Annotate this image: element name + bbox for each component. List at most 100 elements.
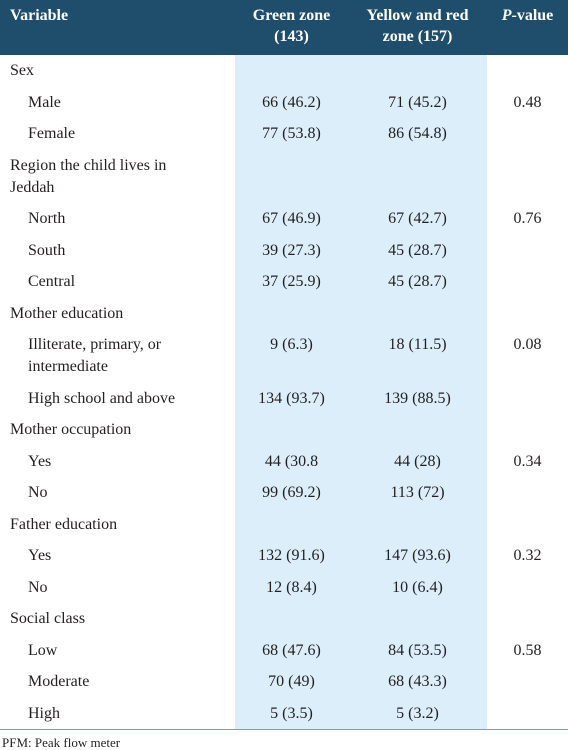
cell	[487, 603, 568, 635]
yellow-cell: 71 (45.2)	[348, 86, 487, 118]
row-label-text: High school and above	[28, 389, 176, 407]
row-label-text: Illiterate, primary, or intermediate	[28, 336, 162, 375]
row-label-text: Yes	[28, 452, 52, 470]
p-cell: 0.48	[513, 93, 542, 111]
group-label-text: Mother education	[10, 304, 124, 322]
yellow-cell: 5 (3.2)	[348, 697, 487, 729]
green-cell: 132 (91.6)	[235, 540, 348, 572]
cell	[235, 414, 348, 446]
green-cell: 67 (46.9)	[235, 203, 348, 235]
row-label: Moderate	[0, 666, 235, 698]
row-label-text: Female	[28, 125, 76, 142]
column-header: Green zone (143)	[235, 0, 348, 55]
data-row: Central 37 (25.9) 45 (28.7)	[0, 266, 568, 298]
row-label-text: Central	[28, 273, 76, 290]
group-row: Sex	[0, 55, 568, 87]
yellow-cell: 147 (93.6)	[348, 540, 487, 572]
group-row: Region the child lives in Jeddah	[0, 149, 568, 204]
row-label-text: Moderate	[28, 673, 90, 690]
p-cell: 0.58	[513, 641, 542, 659]
row-label: Illiterate, primary, or intermediate	[0, 329, 235, 383]
footnote: PFM: Peak flow meter	[0, 729, 568, 750]
yellow-cell: 113 (72)	[348, 477, 487, 509]
group-row: Mother occupation	[0, 414, 568, 446]
row-label: Female	[0, 118, 235, 150]
data-table: Variable Green zone (143) Yellow and red z…	[0, 0, 568, 729]
yellow-cell: 84 (53.5)	[348, 634, 487, 666]
yellow-cell: 18 (11.5)	[348, 329, 487, 383]
row-label: Low	[0, 635, 235, 667]
group-label-text: Sex	[10, 62, 34, 79]
group-row: Father education	[0, 508, 568, 541]
p-cell: 0.34	[513, 452, 542, 470]
data-row: Illiterate, primary, or intermediate 9 (6…	[0, 329, 568, 383]
yellow-cell: 45 (28.7)	[348, 234, 487, 266]
column-header: P-value	[487, 0, 568, 55]
p-cell	[487, 235, 568, 267]
yellow-cell: 45 (28.7)	[348, 266, 487, 298]
p-cell	[487, 477, 568, 509]
group-label-text: Region the child lives in Jeddah	[10, 156, 167, 196]
data-row: High school and above 134 (93.7) 139 (88.5…	[0, 382, 568, 415]
row-label: No	[0, 477, 235, 509]
data-row: South 39 (27.3) 45 (28.7)	[0, 234, 568, 267]
green-cell: 37 (25.9)	[235, 266, 348, 298]
cell	[348, 508, 487, 540]
column-header: Variable	[0, 0, 235, 55]
row-label: High	[0, 698, 235, 730]
p-cell	[487, 118, 568, 150]
group-row: Mother education	[0, 297, 568, 330]
column-header: Yellow and red zone (157)	[348, 0, 487, 55]
p-cell	[487, 383, 568, 415]
data-row: Female 77 (53.8) 86 (54.8)	[0, 118, 568, 150]
p-cell	[487, 698, 568, 730]
p-cell: 0.08	[513, 336, 542, 353]
green-cell: 44 (30.8	[235, 445, 348, 477]
row-label: Yes	[0, 446, 235, 478]
cell	[348, 55, 487, 87]
row-label-text: South	[28, 241, 66, 259]
yellow-cell: 139 (88.5)	[348, 382, 487, 414]
row-label-text: Yes	[28, 547, 52, 564]
cell	[235, 55, 348, 87]
yellow-cell: 44 (28)	[348, 445, 487, 477]
row-label-text: North	[28, 210, 66, 227]
cell	[487, 298, 568, 330]
p-cell	[487, 572, 568, 604]
table-body: Sex Male 66 (46.2) 71 (45.2) 0.48 Female 77 (5…	[0, 55, 568, 729]
yellow-cell: 86 (54.8)	[348, 118, 487, 150]
cell	[235, 297, 348, 329]
green-cell: 66 (46.2)	[235, 86, 348, 118]
row-label: Yes	[0, 540, 235, 572]
row-label-text: Male	[28, 93, 61, 111]
row-label: Male	[0, 87, 235, 119]
data-row: Yes 44 (30.8 44 (28) 0.34	[0, 445, 568, 478]
data-row: Moderate 70 (49) 68 (43.3)	[0, 666, 568, 698]
group-label: Mother education	[0, 298, 235, 330]
p-cell: 0.76	[513, 210, 542, 227]
row-label-text: High	[28, 704, 60, 722]
row-label: No	[0, 572, 235, 604]
cell	[487, 414, 568, 446]
yellow-cell: 67 (42.7)	[348, 203, 487, 235]
group-label: Father education	[0, 509, 235, 541]
green-cell: 99 (69.2)	[235, 477, 348, 509]
cell	[235, 149, 348, 203]
cell	[235, 508, 348, 540]
green-cell: 68 (47.6)	[235, 634, 348, 666]
p-cell	[487, 666, 568, 698]
group-label: Region the child lives in Jeddah	[0, 150, 235, 204]
group-label-text: Mother occupation	[10, 421, 132, 438]
header-row: Variable Green zone (143) Yellow and red z…	[0, 0, 568, 55]
cell	[348, 414, 487, 446]
p-cell: 0.32	[513, 547, 542, 564]
green-cell: 134 (93.7)	[235, 382, 348, 414]
green-cell: 39 (27.3)	[235, 234, 348, 266]
cell	[348, 297, 487, 329]
data-row: High 5 (3.5) 5 (3.2)	[0, 697, 568, 730]
data-row: No 12 (8.4) 10 (6.4)	[0, 571, 568, 604]
group-label-text: Father education	[10, 515, 118, 533]
row-label-text: Low	[28, 641, 58, 659]
group-label-text: Social class	[10, 610, 86, 627]
